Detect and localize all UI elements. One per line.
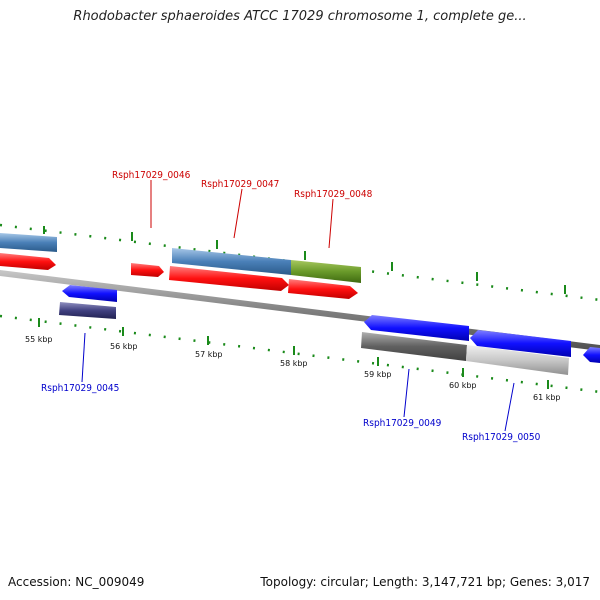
tick-label-55kbp: 55 kbp — [25, 335, 53, 344]
feature-box[interactable] — [466, 345, 569, 375]
gene-label-0050[interactable]: Rsph17029_0050 — [462, 432, 541, 443]
cds-arrow-forward[interactable] — [169, 266, 289, 291]
feature-box[interactable] — [0, 233, 57, 252]
cds-arrow-reverse[interactable] — [364, 315, 469, 341]
tick-label-59kbp: 59 kbp — [364, 370, 392, 379]
leader-line — [233, 188, 243, 239]
tick-label-58kbp: 58 kbp — [280, 359, 308, 368]
feature-box[interactable] — [291, 260, 361, 283]
feature-box[interactable] — [172, 248, 291, 275]
tick-label-57kbp: 57 kbp — [195, 350, 223, 359]
tick-label-61kbp: 61 kbp — [533, 393, 561, 402]
lower-tick-ring — [0, 314, 600, 394]
genome-summary-text: Topology: circular; Length: 3,147,721 bp… — [260, 575, 590, 589]
gene-label-0048[interactable]: Rsph17029_0048 — [294, 189, 373, 200]
gene-label-0045[interactable]: Rsph17029_0045 — [41, 383, 119, 394]
cds-arrow-reverse[interactable] — [583, 347, 600, 363]
tick-label-60kbp: 60 kbp — [449, 381, 477, 390]
cds-arrow-forward[interactable] — [0, 253, 56, 270]
cds-arrow-forward[interactable] — [288, 279, 358, 299]
leader-line — [403, 368, 410, 418]
feature-box[interactable] — [59, 302, 116, 319]
leader-line — [504, 382, 515, 432]
gene-label-0047[interactable]: Rsph17029_0047 — [201, 179, 279, 190]
cds-arrow-reverse[interactable] — [470, 330, 571, 357]
gene-label-0049[interactable]: Rsph17029_0049 — [363, 418, 442, 429]
leader-line — [81, 332, 86, 383]
cds-arrow-forward[interactable] — [131, 263, 164, 277]
upper-tick-ring — [0, 223, 600, 302]
map-title: Rhodobacter sphaeroides ATCC 17029 chrom… — [73, 9, 527, 24]
leader-line — [328, 198, 334, 249]
accession-text: Accession: NC_009049 — [8, 575, 145, 589]
cds-arrow-reverse[interactable] — [62, 285, 117, 302]
gene-label-0046[interactable]: Rsph17029_0046 — [112, 170, 191, 181]
feature-box[interactable] — [361, 332, 467, 361]
tick-label-56kbp: 56 kbp — [110, 342, 138, 351]
scale-labels: 55 kbp 56 kbp 57 kbp 58 kbp 59 kbp 60 kb… — [25, 335, 561, 402]
